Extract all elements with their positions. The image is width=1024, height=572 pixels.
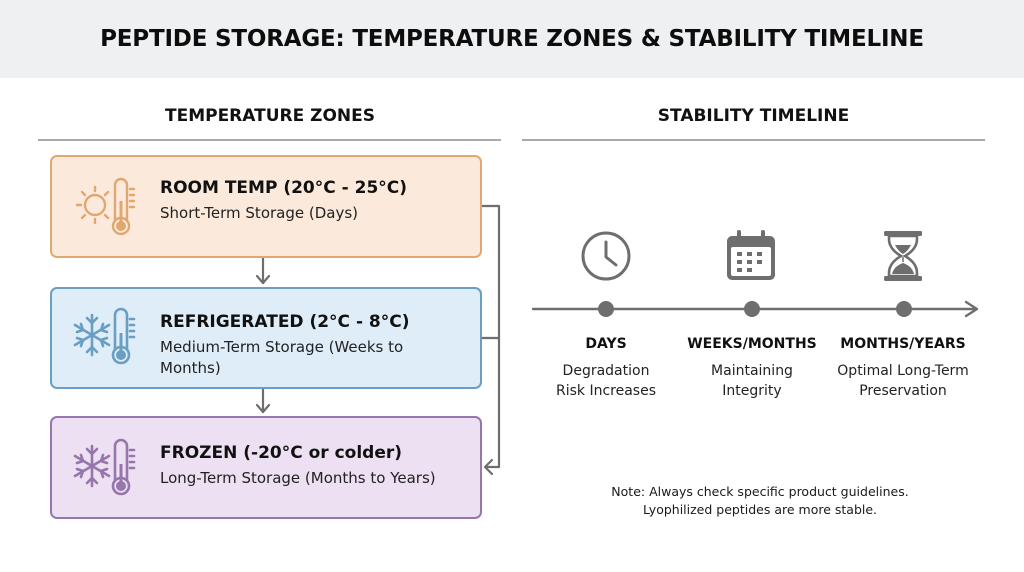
snowflake-thermometer-icon [73, 438, 136, 496]
left-divider [38, 139, 501, 141]
zone-title: REFRIGERATED (2°C - 8°C) [160, 312, 410, 332]
sun-thermometer-icon [75, 177, 136, 236]
zone-refrigerated: REFRIGERATED (2°C - 8°C) Medium-Term Sto… [50, 287, 482, 389]
timeline-marker-days [598, 301, 614, 317]
page-title: PEPTIDE STORAGE: TEMPERATURE ZONES & STA… [100, 26, 924, 52]
timeline-marker-weeks-months [744, 301, 760, 317]
timeline-point-description: Optimal Long-Term Preservation [837, 363, 969, 399]
right-divider [522, 139, 985, 141]
timeline-point-days: DAYS Degradation Risk Increases [526, 334, 686, 401]
storage-note: Note: Always check specific product guid… [560, 483, 960, 519]
zone-subtitle: Short-Term Storage (Days) [160, 204, 359, 222]
calendar-icon [727, 230, 775, 280]
timeline-point-label: DAYS [585, 336, 627, 352]
clock-icon [581, 231, 631, 281]
timeline-point-description: Degradation Risk Increases [555, 363, 656, 399]
timeline-marker-months-years [896, 301, 912, 317]
hourglass-icon [884, 231, 922, 281]
timeline-point-label: WEEKS/MONTHS [687, 336, 817, 352]
snowflake-thermometer-icon [73, 307, 136, 365]
timeline-point-description: Maintaining Integrity [711, 363, 793, 399]
stability-timeline-heading: STABILITY TIMELINE [657, 106, 850, 126]
zone-frozen: FROZEN (-20°C or colder) Long-Term Stora… [50, 416, 482, 519]
timeline-point-weeks-months: WEEKS/MONTHS Maintaining Integrity [672, 334, 832, 401]
temperature-zones-heading: TEMPERATURE ZONES [164, 106, 375, 126]
timeline-point-label: MONTHS/YEARS [840, 336, 966, 352]
zone-room-temp: ROOM TEMP (20°C - 25°C) Short-Term Stora… [50, 155, 482, 258]
zone-title: ROOM TEMP (20°C - 25°C) [160, 178, 408, 198]
title-bar: PEPTIDE STORAGE: TEMPERATURE ZONES & STA… [0, 0, 1024, 78]
zone-subtitle: Medium-Term Storage (Weeks to Months) [160, 338, 404, 377]
zone-title: FROZEN (-20°C or colder) [160, 443, 403, 463]
zone-subtitle: Long-Term Storage (Months to Years) [160, 469, 436, 487]
note-line-2: Lyophilized peptides are more stable. [642, 502, 878, 517]
note-line-1: Note: Always check specific product guid… [611, 484, 909, 499]
timeline-point-months-years: MONTHS/YEARS Optimal Long-Term Preservat… [823, 334, 983, 401]
